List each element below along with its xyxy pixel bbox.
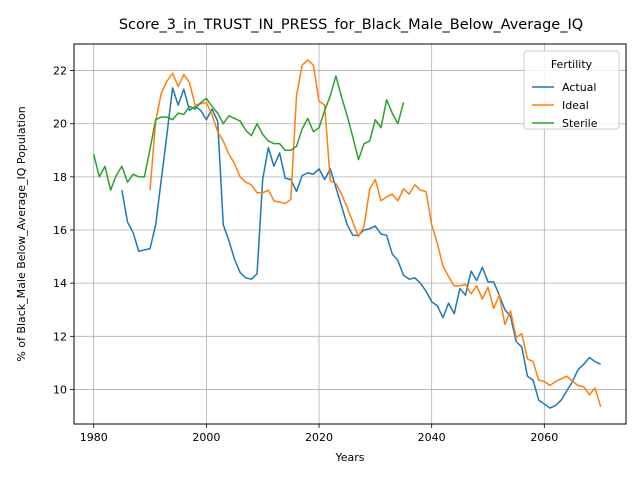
legend-label-ideal: Ideal xyxy=(562,99,589,112)
x-tick-label: 2000 xyxy=(192,431,220,444)
y-axis-label: % of Black_Male Below_Average_IQ Populat… xyxy=(15,106,28,361)
series-line-sterile xyxy=(94,76,404,190)
x-tick-label: 2060 xyxy=(530,431,558,444)
legend-label-actual: Actual xyxy=(562,81,596,94)
y-tick-label: 20 xyxy=(53,118,67,131)
y-tick-label: 14 xyxy=(53,277,67,290)
y-tick-label: 18 xyxy=(53,171,67,184)
x-tick-label: 2040 xyxy=(418,431,446,444)
y-tick-label: 16 xyxy=(53,224,67,237)
legend-label-sterile: Sterile xyxy=(562,117,598,130)
y-tick-label: 22 xyxy=(53,65,67,78)
legend-title: Fertility xyxy=(551,58,593,71)
y-tick-label: 10 xyxy=(53,383,67,396)
x-tick-label: 2020 xyxy=(305,431,333,444)
x-axis-label: Years xyxy=(334,451,364,464)
legend: Fertility Actual Ideal Sterile xyxy=(524,51,619,130)
x-axis-ticks: 1980 2000 2020 2040 2060 xyxy=(80,424,559,444)
y-axis-ticks: 10 12 14 16 18 20 22 xyxy=(53,65,74,397)
chart-title: Score_3_in_TRUST_IN_PRESS_for_Black_Male… xyxy=(119,17,583,33)
x-tick-label: 1980 xyxy=(80,431,108,444)
y-tick-label: 12 xyxy=(53,330,67,343)
